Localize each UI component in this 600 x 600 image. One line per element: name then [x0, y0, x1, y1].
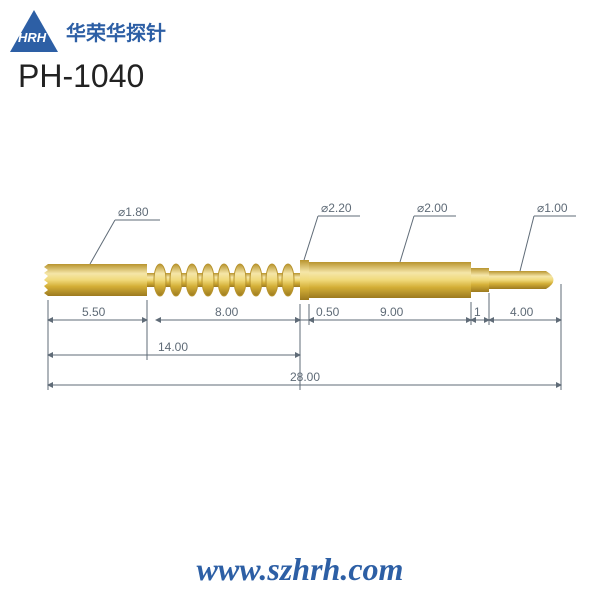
dia-label-4: ⌀1.00	[537, 201, 568, 215]
pin-barrel	[309, 262, 471, 298]
brand-logo: HRH 华荣华探针	[10, 10, 166, 52]
len-label-6: 1	[474, 305, 481, 319]
pin-collar	[300, 260, 309, 300]
len-label-1: 5.50	[82, 305, 106, 319]
logo-cn-text: 华荣华探针	[66, 17, 166, 46]
dia-label-2: ⌀2.20	[321, 201, 352, 215]
len-label-2: 8.00	[215, 305, 239, 319]
len-label-3: 14.00	[158, 340, 188, 354]
pin-step	[471, 268, 489, 292]
pin-tip-section	[44, 264, 147, 296]
pin-spring	[154, 264, 294, 296]
dia-label-1: ⌀1.80	[118, 205, 149, 219]
len-label-5: 9.00	[380, 305, 404, 319]
logo-triangle-icon: HRH	[10, 10, 58, 52]
len-label-total: 28.00	[290, 370, 320, 384]
dia-label-3: ⌀2.00	[417, 201, 448, 215]
len-label-4: 0.50	[316, 305, 340, 319]
logo-hrh-text: HRH	[18, 30, 46, 45]
part-number: PH-1040	[18, 58, 144, 95]
pin-diagram: ⌀1.80 ⌀2.20 ⌀2.00 ⌀1.00 5.50 8.00 0.50 9…	[0, 160, 600, 460]
pin-plunger	[489, 271, 554, 289]
website-url: www.szhrh.com	[0, 551, 600, 588]
len-label-7: 4.00	[510, 305, 534, 319]
